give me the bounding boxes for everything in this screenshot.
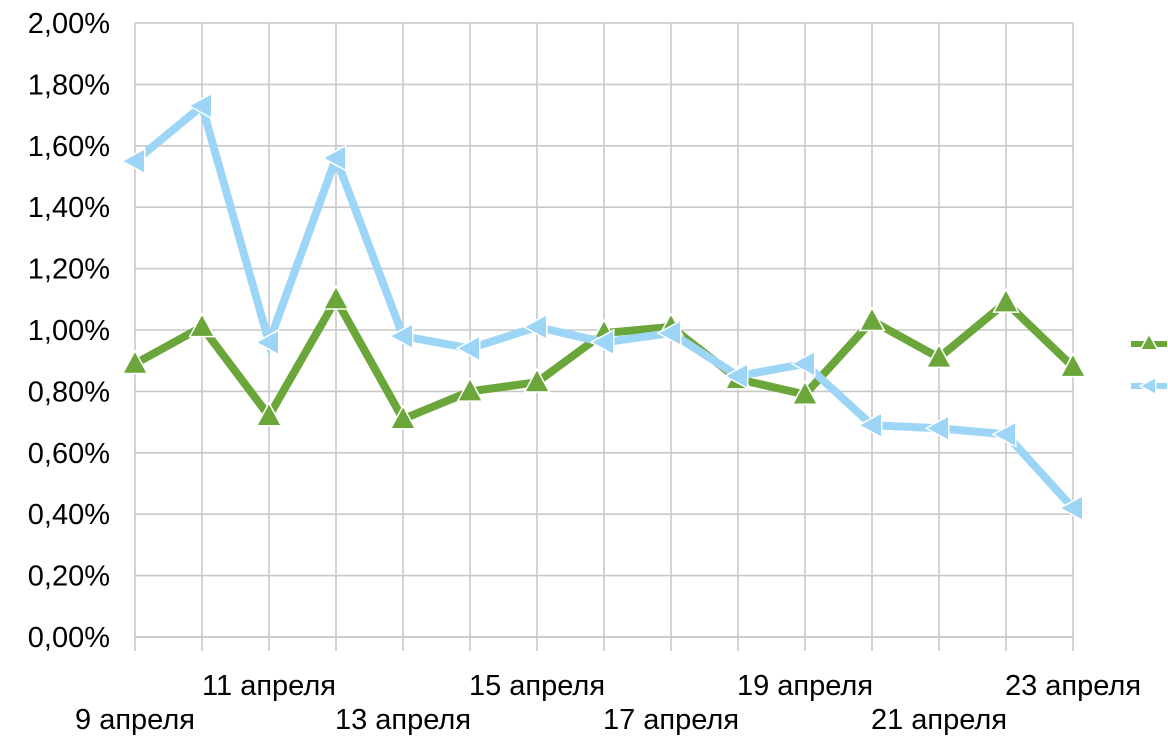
legend-key-1 (1131, 332, 1167, 351)
y-tick-label: 1,20% (28, 254, 110, 286)
data-point-marker (120, 147, 146, 175)
data-point-marker (723, 362, 749, 390)
x-tick-label: 13 апреля (335, 704, 471, 736)
data-point-marker (924, 414, 950, 442)
data-point-marker (455, 334, 481, 363)
data-point-marker (254, 328, 280, 356)
x-tick-label: 9 апреля (75, 704, 195, 736)
series-2 (120, 92, 1084, 522)
data-point-marker (388, 322, 414, 350)
data-point-marker (858, 306, 886, 332)
data-point-marker (1059, 352, 1087, 378)
data-point-marker (1058, 494, 1084, 522)
data-point-marker (187, 92, 213, 120)
y-axis-tick-labels: 0,00% 0,20% 0,40% 0,60% 0,80% 1,00% 1,20% 1,40%… (28, 8, 110, 654)
legend-key-2 (1131, 376, 1167, 396)
y-tick-label: 1,00% (28, 315, 110, 347)
y-tick-label: 0,20% (28, 561, 110, 593)
data-point-marker (321, 144, 347, 172)
data-series (120, 92, 1087, 522)
x-tick-label: 21 апреля (871, 704, 1007, 736)
data-point-marker (790, 350, 816, 378)
data-point-marker (791, 379, 819, 405)
y-tick-label: 0,60% (28, 438, 110, 470)
data-point-marker (656, 319, 682, 347)
y-tick-label: 0,40% (28, 499, 110, 531)
data-point-marker (1138, 376, 1157, 396)
data-point-marker (589, 328, 615, 356)
data-point-marker (522, 313, 548, 341)
y-tick-label: 2,00% (28, 8, 110, 40)
x-tick-label: 11 апреля (202, 670, 336, 702)
data-point-marker (857, 411, 883, 439)
y-tick-label: 0,00% (28, 622, 110, 654)
x-tick-label: 23 апреля (1005, 670, 1141, 702)
legend (1131, 332, 1167, 396)
x-tick-label: 19 апреля (737, 670, 873, 702)
data-point-marker (255, 401, 283, 427)
data-point-marker (188, 312, 216, 338)
data-point-marker (992, 287, 1020, 313)
y-tick-label: 1,40% (28, 192, 110, 224)
y-tick-label: 1,80% (28, 69, 110, 101)
data-point-marker (925, 343, 953, 369)
y-tick-label: 1,60% (28, 131, 110, 163)
x-tick-label: 17 апреля (603, 704, 739, 736)
data-point-marker (389, 404, 417, 430)
data-point-marker (456, 376, 484, 402)
data-point-marker (1139, 332, 1159, 351)
data-point-marker (322, 284, 350, 310)
x-tick-label: 15 апреля (469, 670, 605, 702)
data-point-marker (523, 367, 551, 393)
data-point-marker (121, 349, 149, 375)
data-point-marker (991, 420, 1017, 448)
y-tick-label: 0,80% (28, 376, 110, 408)
